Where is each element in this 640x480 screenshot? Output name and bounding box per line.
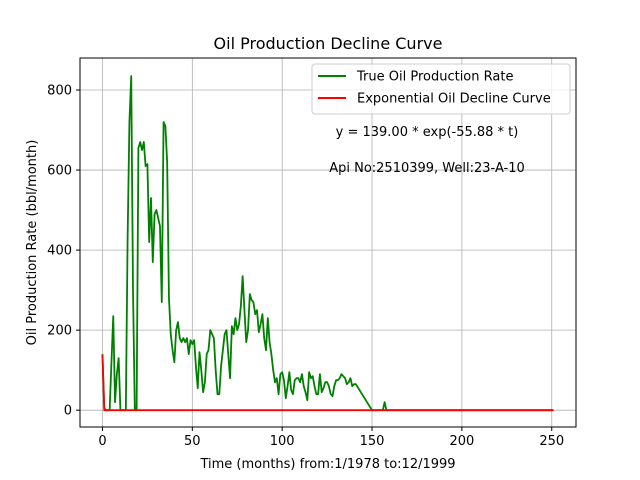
y-tick-label: 400 [47, 244, 72, 259]
x-tick-label: 100 [270, 434, 295, 449]
y-tick-label: 800 [47, 84, 72, 99]
x-tick-label: 200 [449, 434, 474, 449]
legend-box [311, 63, 571, 115]
legend-label-true-rate: True Oil Production Rate [356, 70, 513, 85]
y-tick-label: 600 [47, 164, 72, 179]
y-tick-label: 0 [64, 404, 72, 419]
x-tick-label: 0 [98, 434, 106, 449]
well-annotation: Api No:2510399, Well:23-A-10 [329, 161, 525, 176]
exponential-decline-line [101, 354, 554, 412]
equation-annotation: y = 139.00 * exp(-55.88 * t) [336, 125, 519, 140]
chart-title: Oil Production Decline Curve [214, 34, 443, 53]
series-layer [101, 75, 554, 412]
x-tick-label: 150 [360, 434, 385, 449]
y-tick-label: 200 [47, 324, 72, 339]
y-axis-label: Oil Production Rate (bbl/month) [25, 140, 40, 346]
legend: True Oil Production Rate Exponential Oil… [311, 63, 571, 115]
plot-frame [79, 57, 577, 428]
x-tick-label: 50 [184, 434, 201, 449]
x-axis-label: Time (months) from:1/1978 to:12/1999 [199, 457, 455, 472]
true-rate-line [101, 75, 554, 412]
legend-label-exponential: Exponential Oil Decline Curve [357, 92, 551, 107]
ticks: 0 50 100 150 200 250 0 200 400 600 800 [47, 84, 564, 449]
x-tick-label: 250 [539, 434, 564, 449]
